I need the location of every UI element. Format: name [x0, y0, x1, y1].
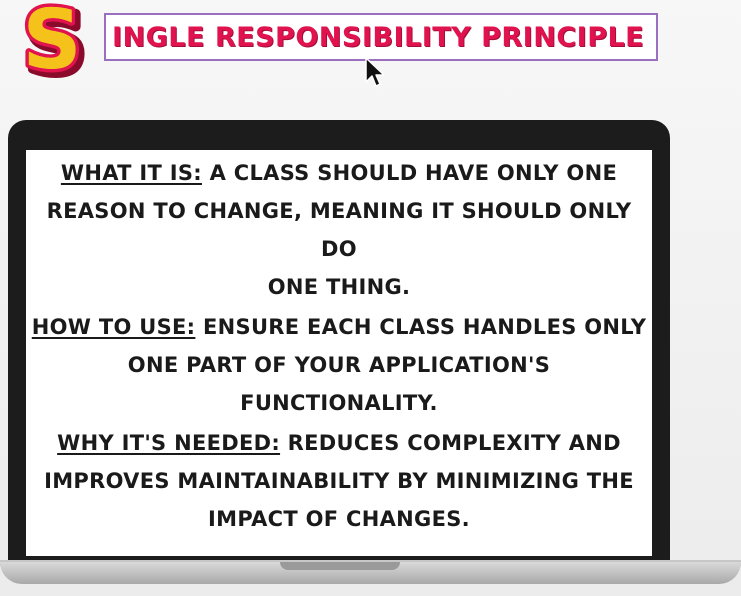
section-label: HOW TO USE: [31, 315, 196, 339]
svg-text:S: S [22, 2, 81, 82]
section-why-needed: WHY IT'S NEEDED: REDUCES COMPLEXITY AND … [26, 424, 652, 538]
section-what-it-is: WHAT IT IS: A CLASS SHOULD HAVE ONLY ONE… [26, 154, 652, 306]
laptop-notch [280, 562, 400, 570]
section-line: IMPACT OF CHANGES. [208, 507, 470, 531]
laptop-frame: WHAT IT IS: A CLASS SHOULD HAVE ONLY ONE… [8, 120, 670, 570]
mouse-cursor-icon [365, 57, 385, 87]
laptop-screen: WHAT IT IS: A CLASS SHOULD HAVE ONLY ONE… [26, 150, 652, 556]
section-how-to-use: HOW TO USE: ENSURE EACH CLASS HANDLES ON… [26, 308, 652, 422]
section-line: HOW TO USE: ENSURE EACH CLASS HANDLES ON… [26, 308, 652, 346]
title-box: INGLE RESPONSIBILITY PRINCIPLE [104, 13, 658, 61]
section-line: WHAT IT IS: A CLASS SHOULD HAVE ONLY ONE [26, 154, 652, 192]
section-label: WHAT IT IS: [60, 161, 202, 185]
section-line: REASON TO CHANGE, MEANING IT SHOULD ONLY… [46, 199, 632, 261]
section-text: A CLASS SHOULD HAVE ONLY ONE [201, 161, 618, 185]
svg-text:S: S [26, 2, 85, 82]
section-text: REDUCES COMPLEXITY AND [280, 431, 621, 455]
s-logo-icon: S S S [19, 2, 91, 82]
section-text: ENSURE EACH CLASS HANDLES ONLY [195, 315, 647, 339]
laptop-base [0, 562, 741, 584]
section-label: WHY IT'S NEEDED: [57, 431, 281, 455]
section-line: ONE PART OF YOUR APPLICATION'S FUNCTIONA… [127, 353, 551, 415]
section-line: WHY IT'S NEEDED: REDUCES COMPLEXITY AND [26, 424, 652, 462]
svg-text:S: S [22, 2, 81, 82]
section-line: ONE THING. [267, 275, 411, 299]
section-line: IMPROVES MAINTAINABILITY BY MINIMIZING T… [44, 469, 634, 493]
page-title: INGLE RESPONSIBILITY PRINCIPLE [112, 21, 645, 53]
